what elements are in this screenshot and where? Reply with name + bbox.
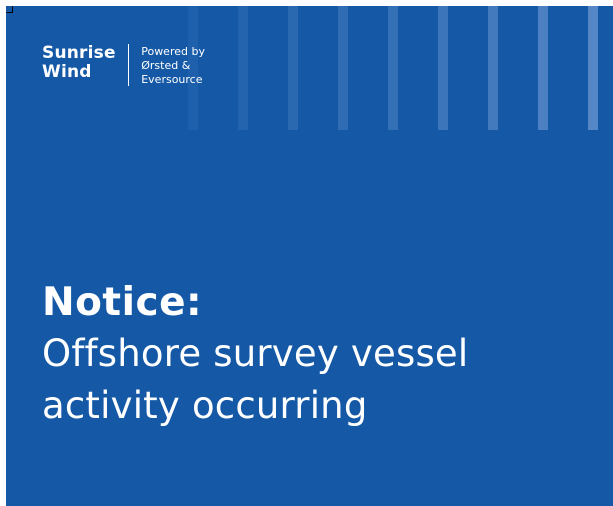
headline-line-1: Offshore survey vessel [42,332,469,375]
notice-card: Sunrise Wind Powered by Ørsted & Eversou… [6,6,613,506]
stripe [388,6,398,130]
stripe [488,6,498,130]
corner-mark [6,6,13,13]
brand-line-2: Wind [42,62,92,82]
brand-line-1: Sunrise [42,43,116,63]
powered-line-2: Ørsted & [141,59,191,72]
logo-divider [127,44,130,86]
stripe [438,6,448,130]
stripe [238,6,248,130]
decorative-stripes [6,6,613,130]
powered-line-1: Powered by [141,45,205,58]
powered-line-3: Eversource [141,73,203,86]
notice-headline: Notice: Offshore survey vessel activity … [42,278,468,432]
notice-label: Notice: [42,280,203,325]
stripe [288,6,298,130]
stripe [588,6,598,130]
sunrise-wind-logo: Sunrise Wind Powered by Ørsted & Eversou… [42,44,205,87]
stripe [538,6,548,130]
stripe [188,6,198,130]
headline-line-2: activity occurring [42,384,368,427]
stripe [338,6,348,130]
powered-by-text: Powered by Ørsted & Eversource [141,44,205,87]
brand-name: Sunrise Wind [42,44,116,82]
